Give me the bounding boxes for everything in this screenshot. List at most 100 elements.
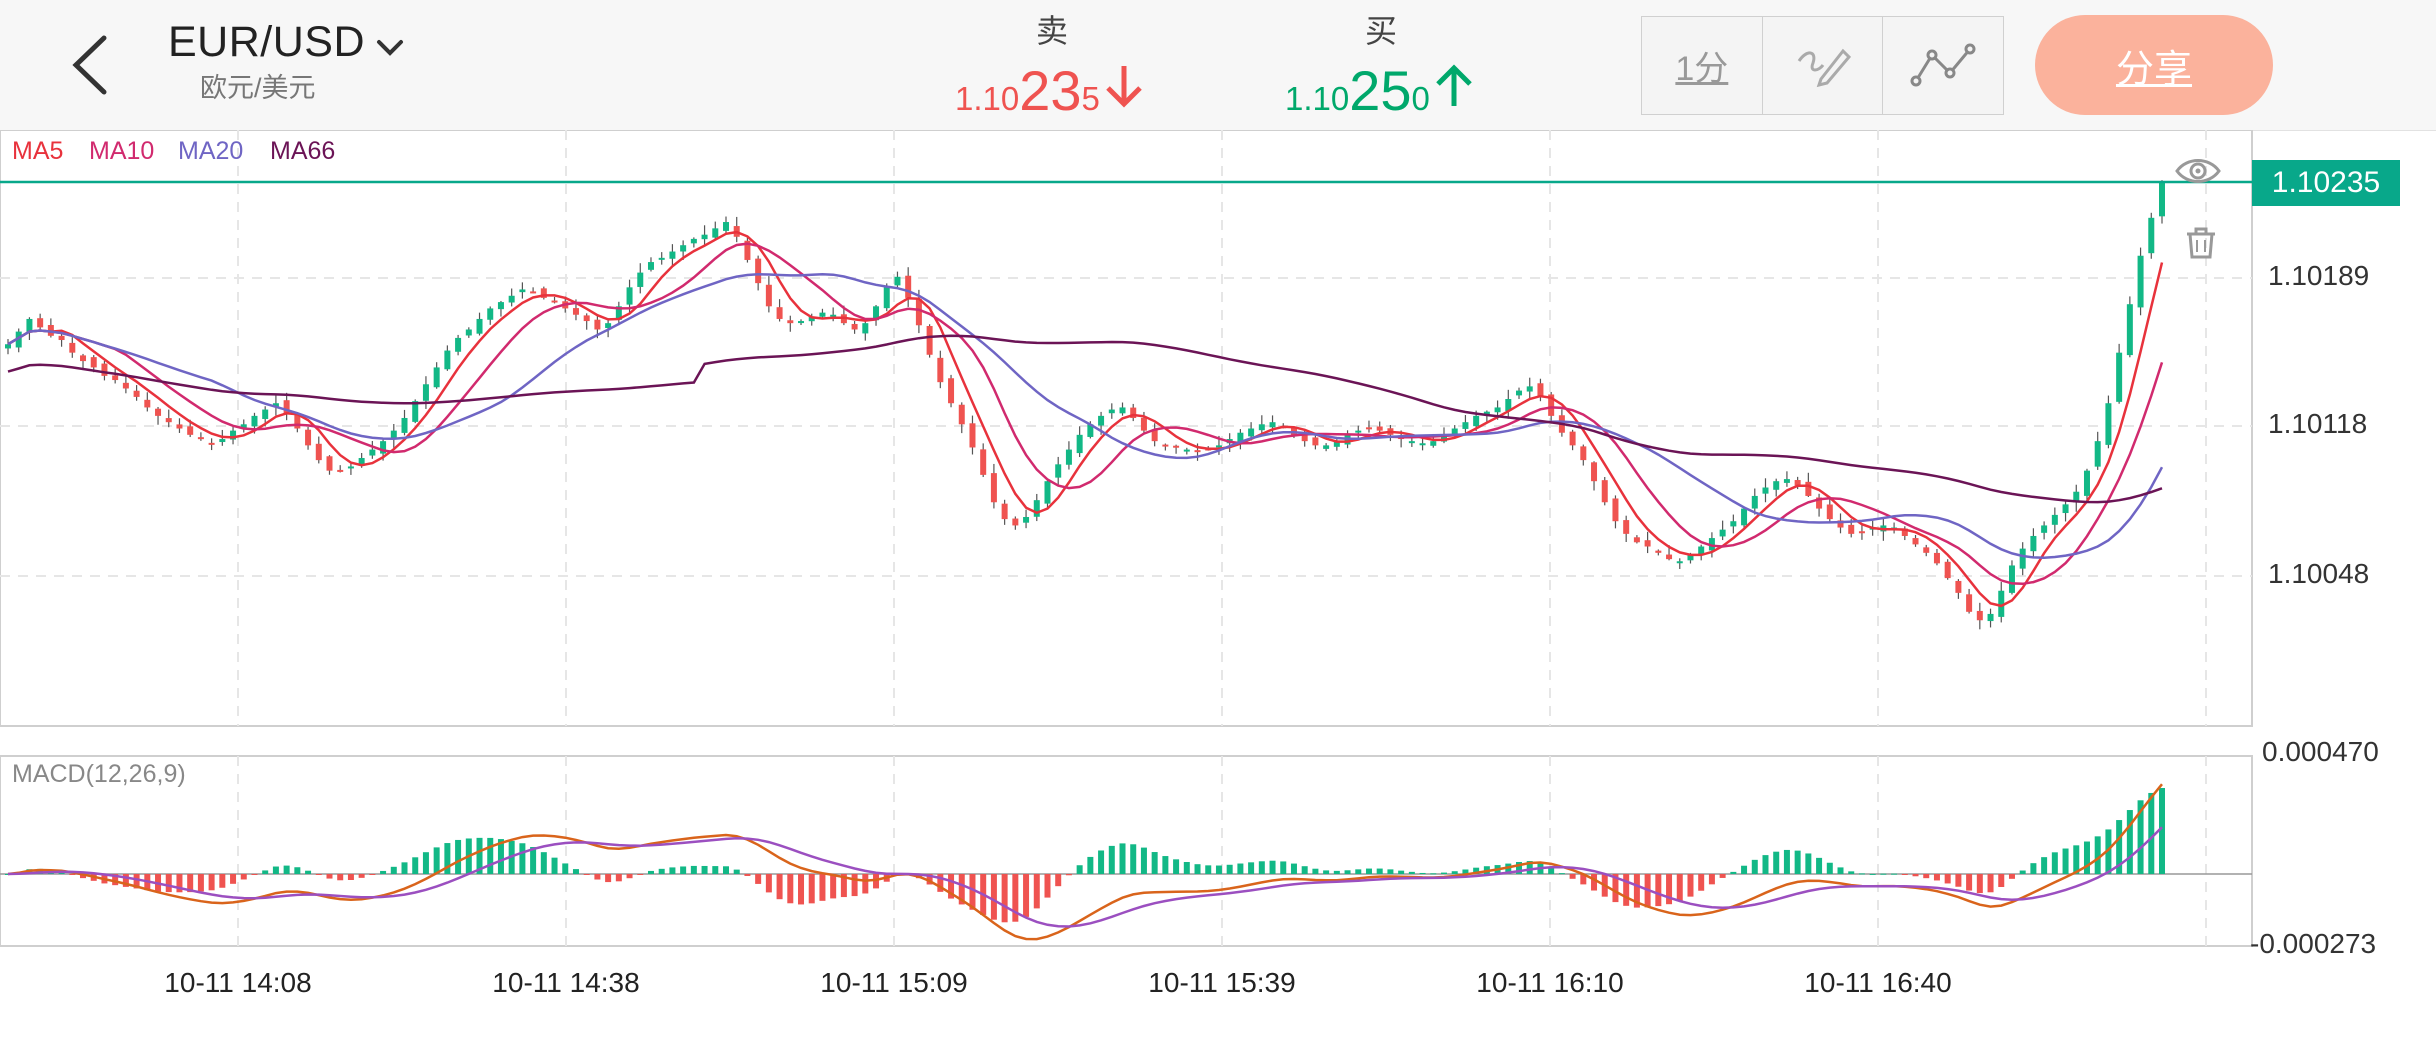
- macd-histogram-bar: [2073, 845, 2080, 874]
- macd-histogram-bar: [369, 874, 376, 875]
- price-chart[interactable]: [0, 130, 2436, 1062]
- macd-histogram-bar: [2062, 848, 2069, 874]
- macd-histogram-bar: [862, 874, 869, 894]
- chevron-left-icon: [72, 35, 107, 95]
- candle-body: [551, 300, 558, 303]
- macd-histogram-bar: [1741, 865, 1748, 874]
- candle-body: [2041, 525, 2048, 533]
- candle-body: [1333, 441, 1340, 447]
- macd-histogram-bar: [1805, 853, 1812, 874]
- candle-body: [1687, 554, 1694, 561]
- macd-histogram-bar: [165, 874, 172, 893]
- candle-body: [455, 337, 462, 352]
- draw-tool-button[interactable]: [1763, 17, 1884, 114]
- candle-body: [219, 439, 226, 443]
- candle-body: [990, 473, 997, 503]
- candle-body: [1666, 554, 1673, 560]
- candle-body: [1848, 524, 1855, 534]
- timeframe-button[interactable]: 1分: [1642, 17, 1763, 114]
- candle-body: [765, 284, 772, 307]
- candle-body: [2116, 352, 2123, 402]
- macd-histogram-bar: [1505, 863, 1512, 874]
- macd-histogram-bar: [1023, 874, 1030, 917]
- candle-body: [240, 424, 247, 428]
- candle-body: [948, 378, 955, 404]
- candle-body: [1248, 428, 1255, 437]
- candle-body: [572, 308, 579, 315]
- back-button[interactable]: [62, 30, 118, 100]
- candle-body: [347, 466, 354, 469]
- macd-histogram-bar: [133, 874, 140, 889]
- macd-histogram-bar: [455, 839, 462, 874]
- candle-body: [1773, 481, 1780, 490]
- macd-histogram-bar: [680, 866, 687, 874]
- candle-body: [444, 350, 451, 370]
- macd-histogram-bar: [283, 865, 290, 874]
- share-button[interactable]: 分享: [2035, 15, 2273, 115]
- macd-title: MACD(12,26,9): [12, 760, 186, 788]
- macd-histogram-bar: [1173, 859, 1180, 874]
- candle-body: [80, 355, 87, 362]
- macd-histogram-bar: [412, 857, 419, 874]
- macd-histogram-bar: [1783, 849, 1790, 874]
- candle-body: [1001, 503, 1008, 520]
- candle-body: [723, 222, 729, 231]
- indicator-button[interactable]: [1883, 17, 2003, 114]
- candle-body: [1816, 497, 1823, 509]
- macd-histogram-bar: [1580, 874, 1587, 885]
- macd-histogram-bar: [1612, 874, 1619, 903]
- candle-body: [1441, 434, 1447, 442]
- candle-body: [658, 257, 665, 260]
- candle-body: [1023, 517, 1030, 523]
- y-tick-label: 1.10118: [2268, 408, 2368, 439]
- buy-price[interactable]: 1.10250: [1285, 58, 1474, 123]
- macd-histogram-bar: [272, 866, 279, 874]
- candle-body: [1108, 409, 1115, 414]
- macd-y-tick-label: -0.000273: [2250, 928, 2377, 959]
- macd-histogram-bar: [294, 867, 301, 874]
- macd-histogram-bar: [926, 874, 933, 885]
- macd-histogram-bar: [1344, 870, 1351, 874]
- candle-body: [58, 335, 65, 341]
- macd-histogram-bar: [637, 874, 644, 875]
- macd-histogram-bar: [2116, 820, 2123, 874]
- macd-histogram-bar: [1848, 871, 1855, 874]
- trash-icon[interactable]: [2184, 226, 2218, 265]
- macd-histogram-bar: [1269, 860, 1276, 874]
- candle-body: [358, 458, 365, 466]
- candle-body: [1708, 538, 1715, 551]
- macd-histogram-bar: [851, 874, 858, 897]
- candle-body: [1312, 437, 1319, 446]
- eye-icon[interactable]: [2174, 154, 2222, 193]
- macd-histogram-bar: [240, 874, 247, 880]
- macd-dif-line: [7, 783, 2163, 941]
- candle-body: [1076, 434, 1083, 454]
- macd-histogram-bar: [1880, 873, 1887, 875]
- candle-body: [2019, 548, 2026, 569]
- candle-body: [433, 367, 440, 388]
- macd-histogram-bar: [787, 874, 794, 904]
- candle-body: [1516, 390, 1523, 396]
- candle-body: [755, 258, 762, 284]
- macd-histogram-bar: [572, 869, 579, 874]
- buy-price-prefix: 1.10: [1285, 80, 1350, 117]
- macd-histogram-bar: [2041, 857, 2048, 874]
- candle-body: [315, 443, 322, 461]
- candle-body: [1151, 429, 1158, 442]
- candle-body: [1987, 613, 1994, 622]
- pen-icon: [1797, 48, 1851, 87]
- candle-body: [969, 423, 976, 448]
- macd-histogram-bar: [1944, 874, 1951, 884]
- macd-histogram-bar: [1087, 856, 1094, 874]
- macd-histogram-bar: [1901, 874, 1908, 875]
- candle-body: [1162, 444, 1169, 447]
- macd-histogram-bar: [1076, 865, 1083, 874]
- candle-body: [380, 441, 387, 454]
- candle-body: [980, 449, 987, 475]
- candle-body: [894, 276, 901, 286]
- instrument-selector[interactable]: EUR/USD: [168, 18, 405, 69]
- macd-histogram-bar: [1633, 874, 1640, 908]
- candle-body: [230, 430, 237, 440]
- sell-price[interactable]: 1.10235: [955, 58, 1144, 123]
- candle-body: [1730, 521, 1737, 527]
